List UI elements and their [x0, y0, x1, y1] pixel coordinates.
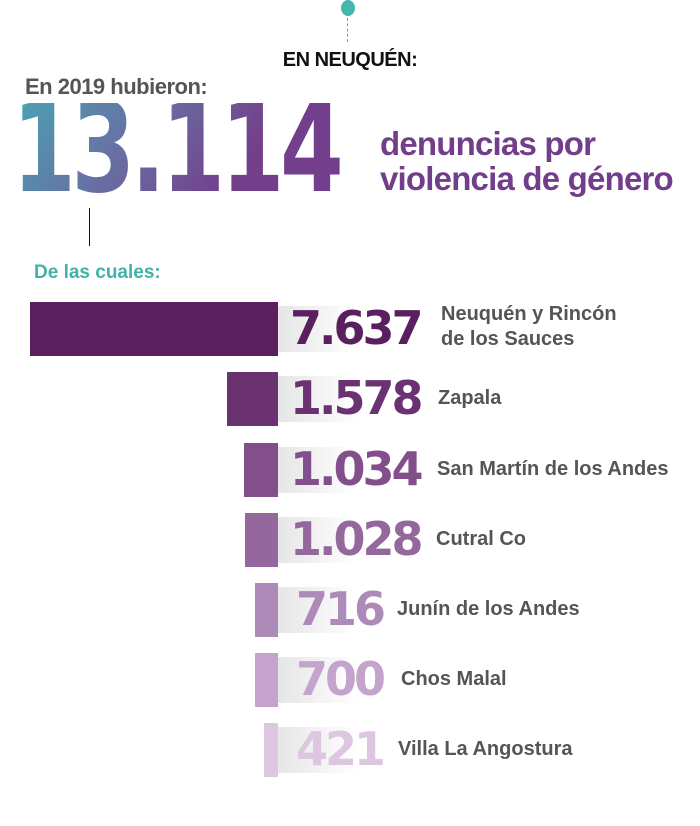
total-number: 13.114 [12, 77, 344, 221]
value-label: 1.034 [290, 442, 424, 496]
connector-line [89, 208, 90, 246]
category-label-line: Neuquén y Rincón [441, 303, 617, 325]
description-line-1: denuncias por [380, 125, 596, 162]
category-label: San Martín de los Andes [437, 457, 669, 482]
bar-row: 1.034 San Martín de los Andes [0, 442, 700, 497]
intro-text: En 2019 hubieron: [25, 74, 208, 99]
value-label: 1.028 [290, 512, 424, 566]
bar [226, 372, 278, 426]
bar-shadow [278, 727, 358, 773]
bar-shadow [278, 376, 358, 422]
category-label-line: Chos Malal [401, 668, 507, 690]
bar [30, 302, 278, 356]
bar-shadow [278, 517, 358, 563]
total-description: denuncias por violencia de género [380, 125, 674, 197]
category-label: Zapala [438, 386, 501, 411]
subtitle: De las cuales: [34, 262, 161, 283]
category-label: Chos Malal [401, 667, 507, 692]
bar-shadow [278, 587, 358, 633]
bar-row: 700 Chos Malal [0, 652, 700, 707]
category-label: Cutral Co [436, 527, 526, 552]
pin-dot-icon [341, 0, 355, 16]
bar-row: 716 Junín de los Andes [0, 582, 700, 637]
dashed-connector [347, 18, 348, 42]
category-label-line: Junín de los Andes [397, 598, 580, 620]
category-label-line: Villa La Angostura [398, 738, 573, 760]
bar [244, 443, 278, 497]
category-label: Villa La Angostura [398, 737, 572, 762]
category-label-line: Cutral Co [436, 528, 526, 550]
value-label: 1.578 [290, 371, 424, 425]
value-label: 7.637 [290, 301, 424, 355]
bar-shadow [278, 306, 358, 352]
category-label: Neuquén y Rincón de los Sauces [441, 302, 617, 352]
bar-shadow [278, 657, 358, 703]
bar [254, 583, 278, 637]
bar-row: 1.578 Zapala [0, 371, 700, 426]
bar [255, 653, 278, 707]
bar [264, 723, 278, 777]
value-label: 700 [296, 652, 386, 706]
bar-row: 1.028 Cutral Co [0, 512, 700, 567]
bar-row: 421 Villa La Angostura [0, 722, 700, 777]
bar-row: 7.637 Neuquén y Rincón de los Sauces [0, 301, 700, 356]
bar-shadow [278, 447, 358, 493]
category-label-line: Zapala [438, 387, 502, 409]
value-label: 421 [296, 722, 386, 776]
region-title: EN NEUQUÉN: [282, 49, 418, 71]
category-label-line: de los Sauces [441, 328, 575, 350]
description-line-2: violencia de género [380, 160, 674, 197]
category-label-line: San Martín de los Andes [437, 458, 669, 480]
category-label: Junín de los Andes [397, 597, 580, 622]
bar [244, 513, 278, 567]
value-label: 716 [296, 582, 386, 636]
